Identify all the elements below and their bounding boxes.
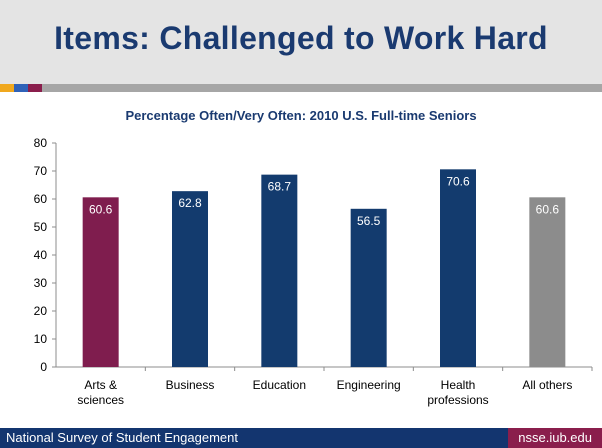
footer: National Survey of Student Engagement ns… — [0, 428, 602, 448]
x-category-label: sciences — [77, 393, 124, 407]
accent-segment-gray — [42, 84, 602, 92]
accent-segment-maroon — [28, 84, 42, 92]
bar — [350, 208, 387, 367]
accent-bar — [0, 84, 602, 92]
y-tick-label: 70 — [34, 164, 48, 178]
x-category-label: professions — [427, 393, 488, 407]
x-category-label: All others — [522, 378, 572, 392]
y-tick-label: 0 — [40, 360, 47, 374]
bar — [440, 169, 476, 367]
y-tick-label: 80 — [34, 136, 48, 150]
chart-area: Percentage Often/Very Often: 2010 U.S. F… — [0, 92, 602, 422]
bar-value-label: 60.6 — [536, 202, 560, 216]
x-category-label: Engineering — [337, 378, 401, 392]
bar-value-label: 56.5 — [357, 214, 381, 228]
title-band — [0, 0, 602, 84]
accent-segment-blue — [14, 84, 28, 92]
footer-website-link[interactable]: nsse.iub.edu — [508, 428, 602, 448]
y-tick-label: 30 — [34, 276, 48, 290]
bar-value-label: 68.7 — [268, 180, 292, 194]
accent-segment-orange — [0, 84, 14, 92]
footer-organization: National Survey of Student Engagement — [6, 430, 238, 445]
bar-value-label: 70.6 — [446, 174, 470, 188]
bar-value-label: 62.8 — [178, 196, 202, 210]
chart-title: Percentage Often/Very Often: 2010 U.S. F… — [125, 108, 476, 123]
bar-value-label: 60.6 — [89, 202, 113, 216]
bar — [172, 191, 208, 367]
y-tick-label: 40 — [34, 248, 48, 262]
y-tick-label: 10 — [34, 332, 48, 346]
y-tick-label: 50 — [34, 220, 48, 234]
x-category-label: Health — [441, 378, 476, 392]
bar — [261, 174, 298, 367]
x-category-label: Education — [253, 378, 306, 392]
y-tick-label: 20 — [34, 304, 48, 318]
x-category-label: Arts & — [84, 378, 117, 392]
bar — [529, 197, 566, 367]
bar — [82, 197, 119, 367]
x-category-label: Business — [166, 378, 215, 392]
bar-chart: Percentage Often/Very Often: 2010 U.S. F… — [34, 108, 593, 407]
y-tick-label: 60 — [34, 192, 48, 206]
slide-title: Items: Challenged to Work Hard — [54, 20, 548, 56]
